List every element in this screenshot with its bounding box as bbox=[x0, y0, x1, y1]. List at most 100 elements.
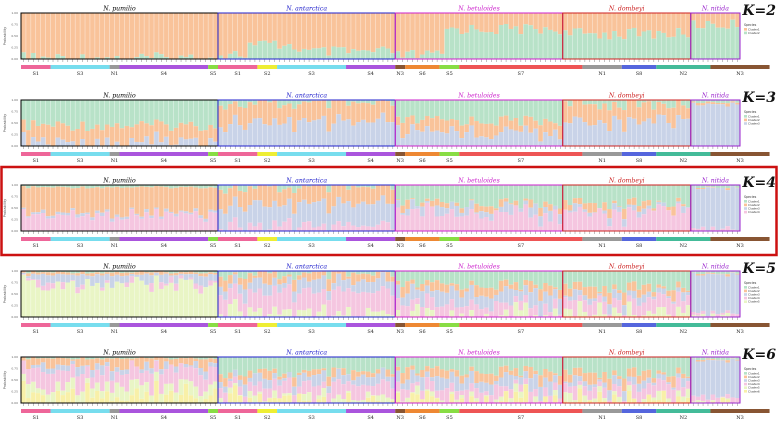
bar-segment bbox=[129, 100, 135, 128]
bar-segment bbox=[488, 357, 495, 374]
bar-segment bbox=[262, 295, 268, 317]
bar-segment bbox=[262, 206, 268, 231]
bar-segment bbox=[70, 357, 76, 360]
bar-segment bbox=[414, 208, 421, 231]
bar-segment bbox=[621, 271, 628, 293]
bar-segment bbox=[611, 200, 618, 204]
bar-segment bbox=[666, 298, 672, 315]
bar-segment bbox=[666, 185, 672, 208]
population-label: N3 bbox=[736, 243, 744, 249]
bar-segment bbox=[70, 100, 76, 131]
bar-segment bbox=[577, 357, 583, 368]
bar-segment bbox=[493, 34, 499, 59]
bar-segment bbox=[109, 271, 115, 273]
bar-segment bbox=[656, 378, 662, 391]
bar-segment bbox=[631, 271, 637, 282]
bar-segment bbox=[498, 377, 504, 387]
bar-segment bbox=[237, 293, 243, 312]
bar-segment bbox=[60, 123, 66, 140]
bar-segment bbox=[168, 211, 174, 214]
bar-segment bbox=[493, 399, 499, 403]
bar-segment bbox=[25, 188, 32, 217]
bar-segment bbox=[577, 290, 583, 296]
bar-segment bbox=[666, 210, 672, 231]
bar-segment bbox=[346, 13, 352, 54]
bar-segment bbox=[188, 212, 194, 215]
bar-segment bbox=[513, 302, 519, 317]
bar-segment bbox=[173, 275, 179, 284]
bar-segment bbox=[301, 48, 307, 59]
bar-segment bbox=[577, 281, 583, 291]
bar-segment bbox=[193, 368, 199, 387]
bar-segment bbox=[370, 52, 376, 59]
bar-segment bbox=[700, 275, 706, 311]
bar-segment bbox=[651, 299, 657, 314]
bar-segment bbox=[690, 272, 696, 312]
bar-segment bbox=[592, 271, 598, 287]
bar-segment bbox=[267, 273, 273, 285]
bar-segment bbox=[562, 209, 568, 231]
bar-segment bbox=[257, 200, 263, 223]
bar-segment bbox=[419, 119, 426, 132]
bar-segment bbox=[55, 273, 61, 282]
bar-segment bbox=[99, 398, 106, 403]
bar-segment bbox=[286, 284, 293, 310]
bar-segment bbox=[474, 212, 480, 214]
bar-segment bbox=[247, 307, 253, 317]
bar-segment bbox=[641, 357, 647, 371]
bar-segment bbox=[395, 116, 401, 126]
bar-segment bbox=[528, 25, 534, 59]
population-label: S5 bbox=[210, 158, 217, 164]
bar-segment bbox=[621, 131, 628, 146]
bar-segment bbox=[607, 357, 613, 379]
bar-segment bbox=[173, 185, 179, 188]
bar-segment bbox=[469, 271, 475, 281]
bar-segment bbox=[646, 357, 652, 370]
bar-segment bbox=[395, 284, 401, 299]
bar-segment bbox=[626, 295, 632, 302]
bar-segment bbox=[252, 357, 258, 374]
bar-segment bbox=[139, 385, 145, 399]
population-bar bbox=[50, 237, 110, 241]
bar-segment bbox=[567, 210, 573, 213]
bar-segment bbox=[70, 274, 76, 281]
bar-segment bbox=[134, 124, 140, 142]
bar-segment bbox=[203, 357, 209, 360]
bar-segment bbox=[35, 367, 41, 389]
bar-segment bbox=[518, 291, 524, 301]
bar-segment bbox=[405, 100, 411, 118]
bar-segment bbox=[464, 374, 470, 378]
bar-segment bbox=[341, 368, 347, 376]
bar-segment bbox=[168, 271, 174, 274]
bar-segment bbox=[577, 301, 583, 317]
bar-segment bbox=[173, 213, 179, 217]
bar-segment bbox=[434, 290, 440, 308]
bar-segment bbox=[582, 33, 588, 59]
bar-segment bbox=[355, 271, 362, 275]
population-bar bbox=[50, 152, 110, 156]
bar-segment bbox=[336, 368, 342, 380]
bar-segment bbox=[626, 357, 632, 369]
bar-segment bbox=[735, 274, 741, 315]
bar-segment bbox=[528, 280, 534, 293]
bar-segment bbox=[203, 188, 209, 219]
bar-segment bbox=[680, 13, 687, 35]
bar-segment bbox=[483, 374, 490, 383]
bar-segment bbox=[35, 125, 41, 142]
bar-segment bbox=[661, 206, 667, 231]
bar-segment bbox=[414, 289, 421, 299]
bar-segment bbox=[217, 229, 224, 231]
bar-segment bbox=[523, 100, 529, 116]
bar-segment bbox=[631, 298, 637, 315]
bar-segment bbox=[75, 214, 81, 218]
bar-segment bbox=[518, 125, 524, 132]
bar-segment bbox=[45, 271, 51, 273]
bar-segment bbox=[395, 392, 401, 403]
bar-segment bbox=[444, 133, 450, 146]
y-tick-label: 0.50 bbox=[11, 34, 18, 38]
bar-segment bbox=[85, 214, 91, 231]
bar-segment bbox=[267, 398, 273, 403]
bar-segment bbox=[227, 104, 234, 125]
bar-segment bbox=[227, 393, 234, 403]
bar-segment bbox=[321, 271, 327, 276]
